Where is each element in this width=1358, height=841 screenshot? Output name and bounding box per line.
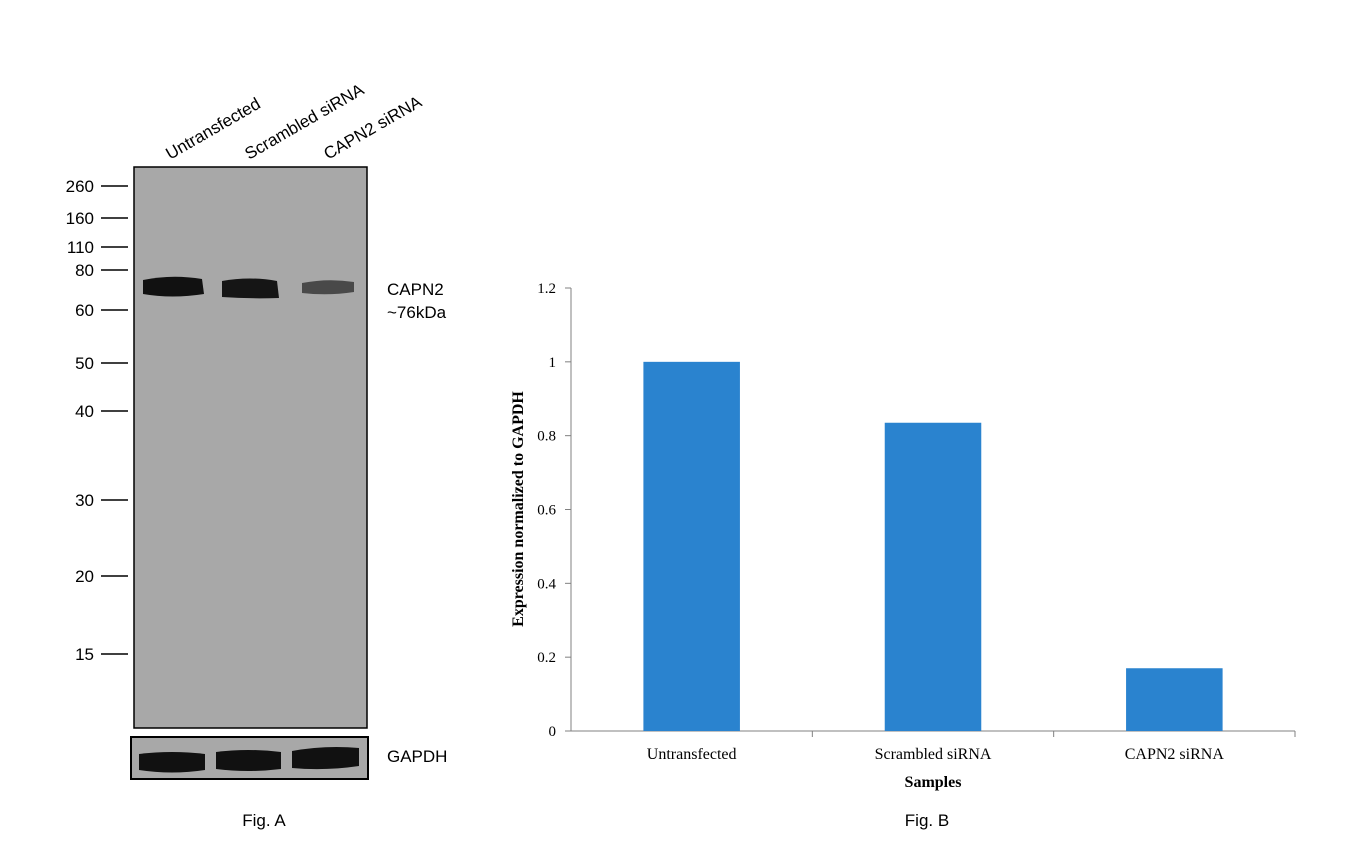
y-tick-label: 0.8 <box>537 429 556 445</box>
x-tick-label: Scrambled siRNA <box>875 746 992 763</box>
bar <box>643 361 740 731</box>
gapdh-band-scrambled-sirna <box>216 750 281 771</box>
gapdh-label: GAPDH <box>387 747 447 766</box>
x-axis-title: Samples <box>905 774 962 791</box>
x-axis-tick-labels: Untransfected Scrambled siRNA CAPN2 siRNA <box>647 746 1225 763</box>
capn2-band-untransfected <box>143 276 204 297</box>
y-tick-label: 0.4 <box>537 576 556 592</box>
marker-label-15: 15 <box>75 645 94 664</box>
x-tick-label: CAPN2 siRNA <box>1125 746 1225 763</box>
marker-label-160: 160 <box>66 209 94 228</box>
bar <box>884 422 982 731</box>
marker-label-80: 80 <box>75 261 94 280</box>
bar-chart-panel: 0 0.2 0.4 0.6 0.8 1 1.2 Untransfected Scrambled… <box>510 281 1296 830</box>
blot-membrane <box>133 166 368 729</box>
x-axis-ticks <box>811 731 1296 737</box>
marker-label-20: 20 <box>75 567 94 586</box>
y-tick-label: 1 <box>549 355 557 371</box>
capn2-label: CAPN2 <box>387 280 444 299</box>
y-axis-ticks: 0 0.2 0.4 0.6 0.8 1 1.2 <box>537 281 571 740</box>
capn2-band-capn2-sirna <box>302 280 354 295</box>
gapdh-band-capn2-sirna <box>292 747 359 770</box>
bars <box>643 361 1223 731</box>
y-axis-title: Expression normalized to GAPDH <box>510 391 527 627</box>
fig-a-caption: Fig. A <box>242 811 286 830</box>
bar <box>1126 668 1223 731</box>
mw-markers: 260 160 110 80 60 50 40 30 20 15 <box>66 177 128 664</box>
fig-b-caption: Fig. B <box>905 811 949 830</box>
marker-label-30: 30 <box>75 491 94 510</box>
marker-label-60: 60 <box>75 301 94 320</box>
y-tick-label: 0.2 <box>537 650 556 666</box>
gapdh-band-untransfected <box>139 752 205 773</box>
marker-label-40: 40 <box>75 402 94 421</box>
marker-label-110: 110 <box>67 238 94 257</box>
y-tick-label: 0 <box>549 724 557 740</box>
y-tick-label: 1.2 <box>537 281 556 297</box>
capn2-size-label: ~76kDa <box>387 303 447 322</box>
marker-label-260: 260 <box>66 177 94 196</box>
marker-label-50: 50 <box>75 354 94 373</box>
x-tick-label: Untransfected <box>647 746 737 763</box>
capn2-band-scrambled-sirna <box>222 278 279 299</box>
western-blot-panel: Untransfected Scrambled siRNA CAPN2 siRN… <box>66 80 448 830</box>
y-tick-label: 0.6 <box>537 503 556 519</box>
capn2-bands <box>143 276 354 299</box>
